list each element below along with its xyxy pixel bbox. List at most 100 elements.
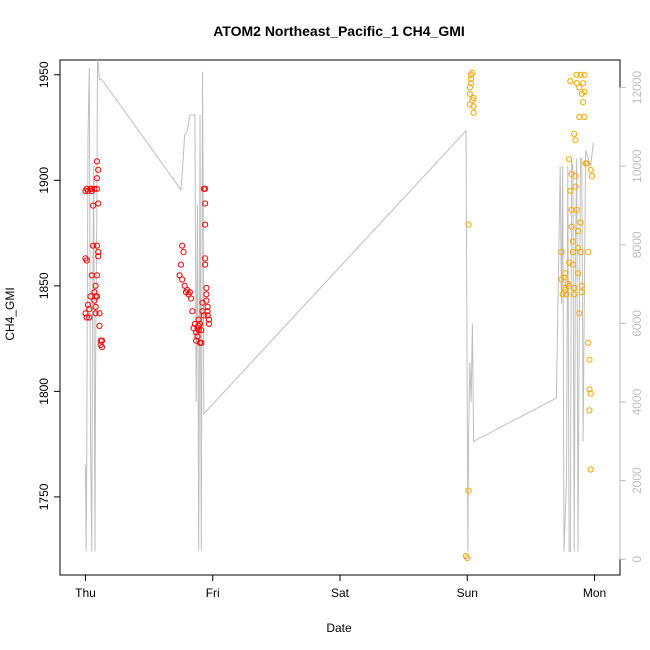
data-point-orange <box>586 386 593 393</box>
y2-tick-label: 8000 <box>630 231 644 258</box>
data-point-red <box>92 310 99 317</box>
data-point-red <box>92 282 99 289</box>
y2-tick-label: 2000 <box>630 467 644 494</box>
data-point-red <box>195 327 202 334</box>
data-point-red <box>96 322 103 329</box>
data-point-red <box>202 185 209 192</box>
y2-tick-label: 12000 <box>630 71 644 105</box>
data-point-orange <box>587 390 594 397</box>
data-point-orange <box>580 80 587 87</box>
data-point-red <box>181 282 188 289</box>
data-point-orange <box>468 80 475 87</box>
data-point-orange <box>578 282 585 289</box>
x-axis-label: Date <box>326 621 352 635</box>
data-point-red <box>93 293 101 300</box>
data-point-orange <box>567 187 574 194</box>
data-point-orange <box>571 130 578 137</box>
data-point-orange <box>577 249 584 256</box>
x-tick-label: Fri <box>206 586 220 600</box>
data-point-orange <box>465 487 472 494</box>
data-point-red <box>189 308 196 315</box>
data-point-red <box>202 261 209 268</box>
data-point-red <box>204 308 211 315</box>
x-tick-label: Thu <box>75 586 96 600</box>
data-point-red <box>204 312 211 319</box>
data-point-red <box>95 253 102 260</box>
data-point-red <box>98 343 106 351</box>
data-point-orange <box>465 221 472 228</box>
data-point-orange <box>571 291 578 298</box>
data-point-orange <box>566 282 573 289</box>
altitude-series-line <box>85 59 594 552</box>
data-point-orange <box>558 249 565 256</box>
y-axis-label: CH4_GMI <box>3 287 17 340</box>
data-point-red <box>194 333 201 340</box>
x-tick-label: Sun <box>457 586 478 600</box>
data-point-orange <box>577 219 584 226</box>
data-point-orange <box>581 71 588 78</box>
data-point-red <box>87 185 94 192</box>
plot-frame <box>59 59 621 576</box>
data-point-orange <box>571 284 578 292</box>
data-point-orange <box>574 227 582 235</box>
data-point-orange <box>581 88 588 95</box>
data-point-orange <box>587 466 594 473</box>
y-tick-label: 1900 <box>37 167 51 194</box>
y-tick-label: 1800 <box>37 378 51 405</box>
x-tick-label: Sat <box>331 586 350 600</box>
data-point-red <box>202 200 209 207</box>
y2-tick-label: 0 <box>630 556 644 563</box>
data-point-red <box>198 339 205 346</box>
data-point-red <box>196 320 204 327</box>
data-point-orange <box>577 71 584 78</box>
data-point-orange <box>588 173 596 180</box>
data-point-red <box>86 314 93 321</box>
data-point-orange <box>468 75 475 83</box>
y-tick-label: 1950 <box>37 61 51 88</box>
data-point-orange <box>580 99 587 106</box>
data-point-orange <box>470 103 477 110</box>
data-point-orange <box>583 160 591 167</box>
data-point-red <box>198 327 205 334</box>
data-point-orange <box>587 166 594 173</box>
data-point-orange <box>560 274 568 281</box>
data-point-orange <box>586 356 593 363</box>
data-point-orange <box>464 555 471 562</box>
data-point-red <box>205 316 212 323</box>
data-point-orange <box>466 90 473 97</box>
data-point-red <box>95 249 102 256</box>
y-tick-label: 1750 <box>37 483 51 510</box>
data-point-red <box>91 185 98 192</box>
data-point-orange <box>576 84 583 91</box>
data-point-orange <box>572 137 579 144</box>
data-point-orange <box>585 249 592 256</box>
data-point-red <box>203 297 210 304</box>
data-point-red <box>84 301 92 308</box>
data-point-red <box>93 272 101 279</box>
data-point-orange <box>569 238 577 245</box>
data-point-red <box>93 158 101 165</box>
data-point-orange <box>574 270 582 277</box>
data-point-red <box>93 185 101 192</box>
data-point-red <box>203 291 210 298</box>
data-point-red <box>86 306 93 313</box>
data-point-red <box>98 337 106 344</box>
data-point-red <box>93 242 101 249</box>
data-point-orange <box>569 261 577 268</box>
data-point-orange <box>466 84 473 91</box>
y2-tick-label: 4000 <box>630 388 644 415</box>
y2-tick-label: 6000 <box>630 310 644 337</box>
data-point-red <box>96 310 103 317</box>
data-point-red <box>188 295 195 302</box>
data-point-red <box>200 312 207 319</box>
data-point-orange <box>569 249 577 256</box>
data-point-red <box>83 314 90 321</box>
data-point-red <box>179 276 186 283</box>
data-point-orange <box>573 71 580 78</box>
data-point-orange <box>567 78 574 85</box>
data-point-red <box>195 316 202 323</box>
data-point-orange <box>568 223 575 230</box>
data-point-red <box>92 303 99 310</box>
axes-layer: Thu Fri Sat Sun Mon 1750 1800 1850 1900 1950 0 2000… <box>37 61 644 600</box>
data-point-orange <box>581 113 588 121</box>
